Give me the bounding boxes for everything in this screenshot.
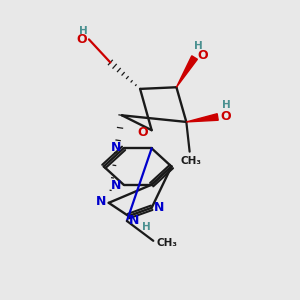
Text: N: N [129, 214, 139, 227]
Text: O: O [197, 50, 208, 62]
Text: CH₃: CH₃ [157, 238, 178, 248]
Text: N: N [154, 201, 164, 214]
Text: O: O [76, 33, 87, 46]
Text: O: O [137, 126, 148, 139]
Text: H: H [142, 222, 151, 232]
Text: H: H [79, 26, 87, 36]
Text: N: N [96, 195, 106, 208]
Text: H: H [222, 100, 230, 110]
Text: H: H [194, 41, 202, 51]
Polygon shape [176, 56, 197, 87]
Text: O: O [220, 110, 231, 124]
Text: CH₃: CH₃ [181, 156, 202, 166]
Polygon shape [186, 114, 218, 122]
Text: N: N [111, 179, 121, 192]
Text: N: N [111, 141, 121, 154]
